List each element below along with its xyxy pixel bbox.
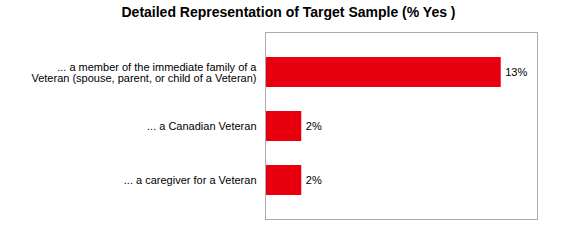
svg-text:... a member of the immediate: ... a member of the immediate family of … — [31, 61, 257, 84]
html-text:Detailed Representation of Tar: Detailed Representation of Target Sample… — [121, 4, 456, 20]
svg-text:... a Canadian Veteran: ... a Canadian Veteran — [147, 120, 256, 132]
svg-text:2%: 2% — [306, 120, 322, 132]
svg-text:2%: 2% — [306, 174, 322, 186]
svg-text:... a caregiver for a Veteran: ... a caregiver for a Veteran — [124, 174, 257, 186]
svg-text:13%: 13% — [505, 66, 527, 78]
